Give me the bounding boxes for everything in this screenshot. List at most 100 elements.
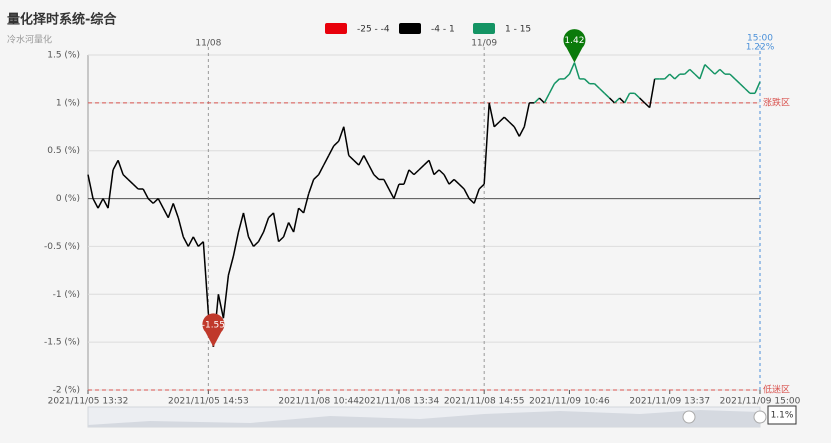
line-segment — [268, 212, 275, 219]
line-segment — [227, 255, 235, 276]
line-segment — [262, 217, 270, 233]
line-segment — [302, 193, 310, 214]
zoom-handle[interactable] — [753, 410, 767, 424]
line-segment — [348, 154, 355, 161]
legend-label: 1 - 15 — [505, 25, 531, 35]
line-segment — [157, 198, 164, 209]
x-tick-label: 2021/11/09 15:00 — [720, 397, 801, 407]
line-segment — [639, 97, 646, 104]
line-segment — [292, 207, 300, 233]
x-tick-label: 2021/11/09 10:46 — [529, 397, 610, 407]
line-segment — [609, 97, 616, 104]
line-segment — [282, 222, 290, 238]
line-segment — [563, 73, 570, 80]
y-tick-label: 0.5 (%) — [47, 146, 80, 156]
line-segment — [393, 183, 400, 199]
line-segment — [177, 217, 185, 238]
line-segment — [719, 68, 726, 75]
line-segment — [107, 169, 114, 209]
mark-pin — [563, 29, 586, 63]
line-segment — [132, 183, 139, 190]
line-segment — [518, 126, 525, 137]
line-segment — [122, 174, 129, 180]
line-segment — [127, 178, 134, 185]
line-segment — [604, 92, 611, 99]
line-segment — [307, 179, 315, 195]
line-segment — [438, 169, 445, 176]
line-segment — [669, 73, 676, 80]
line-segment — [112, 159, 119, 171]
line-segment — [388, 188, 395, 199]
line-segment — [413, 169, 420, 176]
line-segment — [533, 97, 540, 104]
line-segment — [428, 160, 435, 175]
line-segment — [328, 145, 335, 156]
y-tick-label: -0.5 (%) — [44, 242, 80, 252]
line-segment — [694, 73, 701, 80]
line-segment — [247, 236, 255, 247]
y-tick-label: 0 (%) — [56, 194, 80, 204]
line-segment — [614, 97, 621, 104]
line-segment — [343, 126, 350, 156]
line-segment — [483, 102, 490, 185]
line-segment — [363, 155, 370, 166]
line-segment — [473, 188, 480, 204]
line-segment — [599, 87, 606, 94]
line-segment — [272, 212, 280, 242]
legend-swatch — [473, 23, 495, 34]
line-segment — [674, 73, 681, 80]
y-tick-label: -2 (%) — [53, 386, 80, 396]
line-segment — [418, 164, 425, 171]
line-segment — [192, 236, 199, 247]
line-segment — [523, 102, 531, 127]
zoom-slider[interactable]: 1.1% — [87, 405, 797, 428]
mark-pin — [202, 313, 225, 347]
chart-title: 量化择时系统-综合 — [7, 12, 117, 28]
y-tick-label: -1 (%) — [53, 290, 80, 300]
line-segment — [644, 102, 651, 109]
line-segment — [488, 102, 495, 127]
line-segment — [222, 275, 230, 319]
line-segment — [333, 140, 340, 147]
line-segment — [318, 164, 325, 175]
line-segment — [142, 188, 149, 199]
line-segment — [443, 174, 450, 185]
line-segment — [593, 83, 601, 90]
line-segment — [338, 126, 345, 142]
x-tick-label: 2021/11/05 13:32 — [48, 397, 129, 407]
line-segment — [744, 87, 751, 94]
line-segment — [353, 159, 360, 166]
line-segment — [468, 198, 475, 204]
line-segment — [503, 116, 510, 123]
line-segment — [684, 68, 691, 75]
line-segment — [102, 198, 109, 209]
mark-point-label: -1.55 — [202, 320, 225, 330]
line-segment — [634, 92, 641, 99]
line-segment — [152, 198, 159, 204]
line-segment — [117, 160, 124, 175]
line-segment — [689, 68, 696, 75]
x-tick-label: 2021/11/05 14:53 — [168, 397, 249, 407]
y-tick-label: -1.5 (%) — [44, 338, 80, 348]
pointer-time: 15:00 — [747, 34, 773, 44]
line-segment — [463, 188, 470, 199]
line-segment — [714, 68, 721, 75]
line-segment — [323, 155, 330, 166]
zoom-label-box — [767, 405, 797, 425]
line-segment — [92, 198, 99, 209]
line-segment — [623, 92, 631, 104]
x-tick-label: 2021/11/08 14:55 — [444, 397, 525, 407]
line-segment — [182, 236, 189, 247]
line-segment — [237, 212, 245, 233]
legend-label: -4 - 1 — [431, 25, 455, 35]
pointer-value: 1.22% — [746, 43, 775, 53]
x-tick-label: 2021/11/08 13:34 — [359, 397, 440, 407]
line-segment — [242, 212, 250, 238]
line-segment — [508, 121, 515, 128]
zoom-handle[interactable] — [682, 410, 696, 424]
x-tick-label: 2021/11/09 13:37 — [629, 397, 710, 407]
line-segment — [648, 78, 656, 108]
line-segment — [298, 207, 305, 214]
line-segment — [453, 178, 460, 185]
line-segment — [167, 203, 174, 218]
